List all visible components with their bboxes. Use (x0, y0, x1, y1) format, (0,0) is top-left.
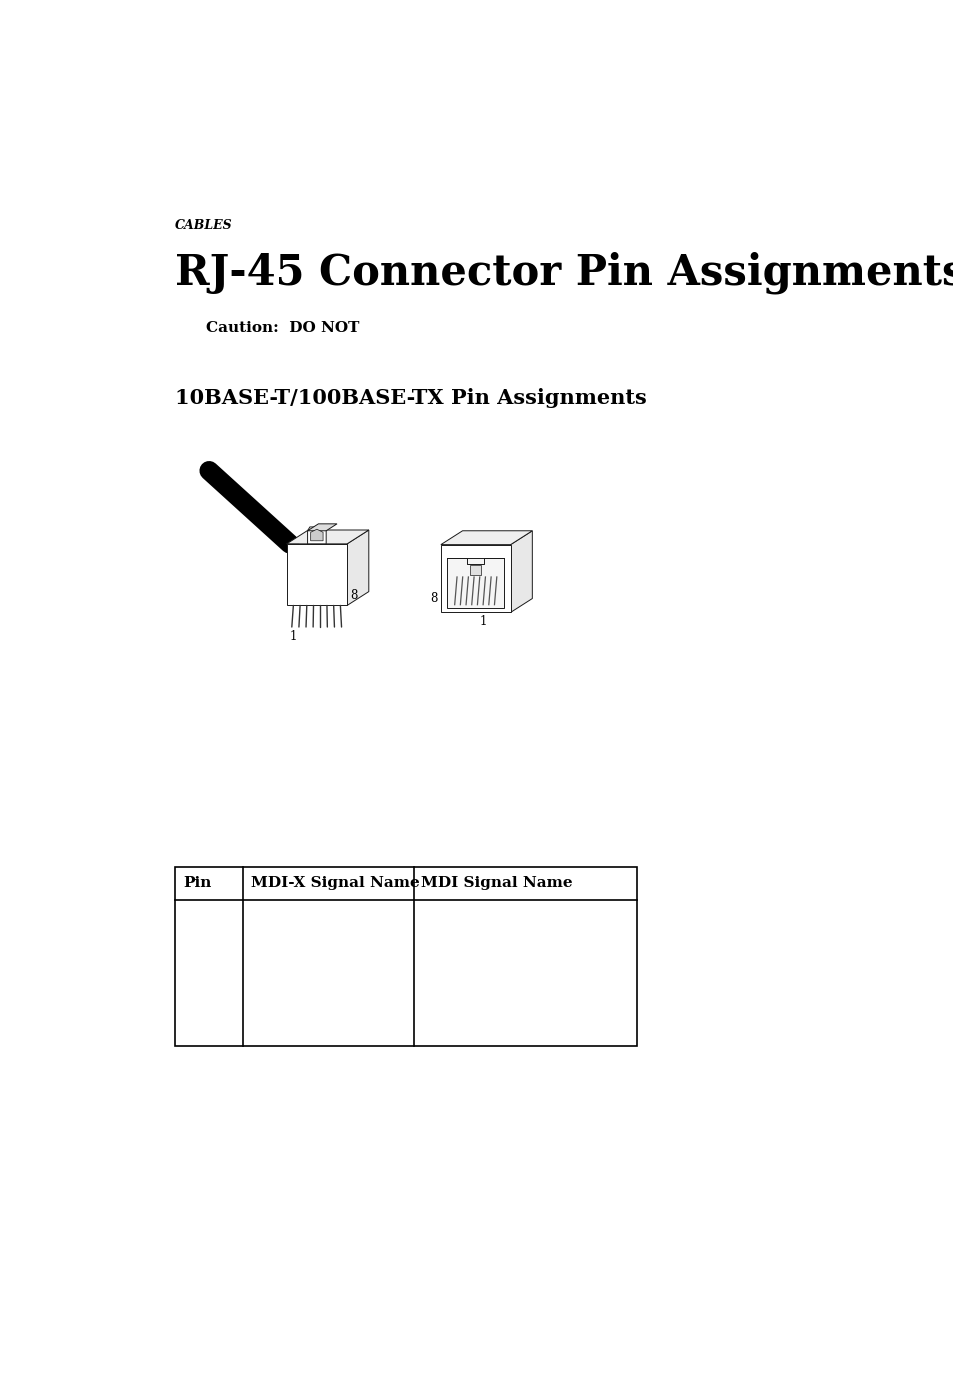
Bar (447, 558, 504, 608)
Polygon shape (347, 530, 369, 605)
Text: MDI Signal Name: MDI Signal Name (421, 876, 573, 891)
Polygon shape (307, 523, 336, 530)
Text: RJ-45 Connector Pin Assignments: RJ-45 Connector Pin Assignments (174, 251, 953, 294)
Polygon shape (440, 544, 510, 612)
Text: Caution:  DO NOT: Caution: DO NOT (206, 321, 359, 335)
Polygon shape (307, 527, 326, 544)
Bar (470, 565, 480, 575)
Text: 1: 1 (290, 630, 296, 643)
Text: MDI-X Signal Name: MDI-X Signal Name (251, 876, 419, 891)
Text: 8: 8 (430, 591, 437, 605)
Bar (174, 868, 637, 1047)
Polygon shape (311, 529, 323, 541)
Text: Pin: Pin (183, 876, 211, 891)
Polygon shape (286, 544, 347, 605)
Polygon shape (440, 530, 532, 544)
Text: CABLES: CABLES (174, 219, 233, 232)
Text: 8: 8 (350, 590, 357, 602)
Polygon shape (510, 530, 532, 612)
Text: 10BASE-T/100BASE-TX Pin Assignments: 10BASE-T/100BASE-TX Pin Assignments (174, 389, 646, 408)
Text: 1: 1 (479, 615, 487, 629)
Polygon shape (286, 530, 369, 544)
